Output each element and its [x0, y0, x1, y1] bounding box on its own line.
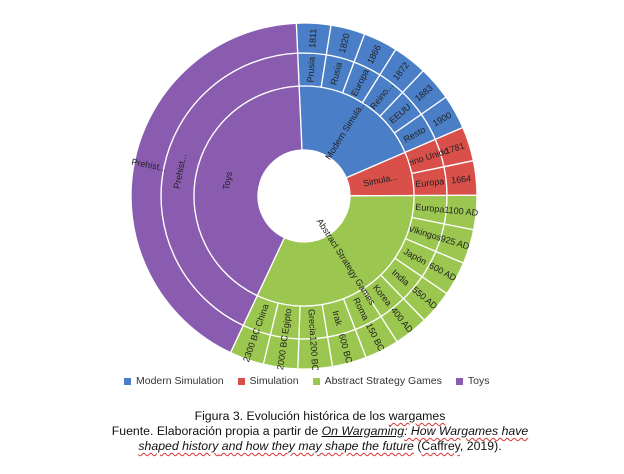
sunburst-category-toys	[193, 85, 303, 297]
sunburst-year-label: 1811	[307, 28, 318, 48]
caption-book-title: On Wargaming	[321, 424, 405, 438]
caption-book-title: and how they may shape the future	[218, 439, 414, 453]
figure-caption: Figura 3. Evolución histórica de los war…	[70, 409, 570, 454]
caption-author: Caffrey	[421, 439, 460, 453]
sunburst-year-label: 1664	[451, 173, 472, 185]
sunburst-subcategory-label: Irak	[330, 309, 344, 327]
legend-item-modern-simulation: Modern Simulation	[124, 375, 224, 387]
legend-swatch	[312, 377, 320, 385]
sunburst-category-label: Toys	[221, 170, 235, 191]
legend-label: Toys	[467, 375, 490, 387]
sunburst-year-label: 1100 AD	[444, 205, 479, 218]
caption-text: (	[413, 439, 422, 453]
caption-line-3: shaped history and how they may shape th…	[70, 439, 570, 454]
chart-legend: Modern Simulation Simulation Abstract St…	[124, 375, 524, 387]
sunburst-subcategory-label: Egipto	[280, 308, 293, 335]
sunburst-subcategory-label: Europa	[415, 202, 445, 215]
caption-text: Figura 3. Evolución histórica de los	[194, 409, 389, 423]
legend-item-simulation: Simulation	[237, 375, 299, 387]
legend-item-toys: Toys	[455, 375, 490, 387]
legend-label: Simulation	[249, 375, 299, 387]
sunburst-subcategory-label: Europa	[415, 176, 445, 189]
sunburst-subcategory-label: Prusia	[305, 57, 316, 83]
caption-term: wargames	[388, 409, 446, 423]
legend-swatch	[455, 377, 463, 385]
sunburst-year-prehist	[130, 22, 299, 354]
sunburst-year-label: 2000 BC	[275, 334, 290, 370]
caption-line-2: Fuente. Elaboración propia a partir de O…	[70, 424, 570, 439]
sunburst-category-abstract-strategy-games	[256, 194, 415, 307]
sunburst-category-modern-simula	[298, 85, 406, 179]
sunburst-year-label: 1200 BC	[308, 336, 320, 370]
legend-item-abstract-strategy-games: Abstract Strategy Games	[312, 375, 442, 387]
legend-swatch	[237, 377, 245, 385]
sunburst-subcategory-label: Grecia	[306, 309, 318, 336]
caption-text: Fuente. Elaboración propia a partir de	[111, 424, 322, 438]
caption-text: , 2019).	[459, 439, 502, 453]
legend-label: Modern Simulation	[136, 375, 224, 387]
sunburst-year-label: 1820	[337, 32, 352, 54]
legend-swatch	[124, 377, 131, 385]
caption-line-1: Figura 3. Evolución histórica de los war…	[70, 409, 570, 424]
caption-book-title: : How Wargames have	[404, 424, 529, 438]
caption-book-title: shaped history	[138, 439, 219, 453]
legend-label: Abstract Strategy Games	[324, 375, 442, 387]
